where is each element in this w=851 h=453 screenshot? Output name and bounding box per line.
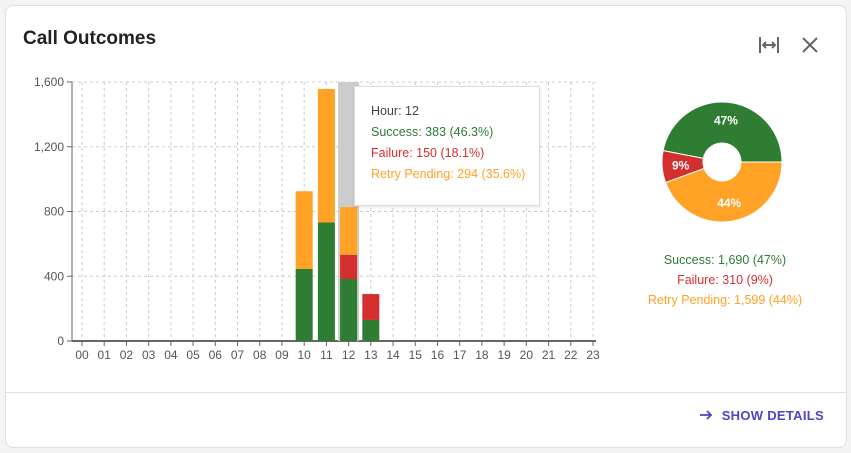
bar-failure-12 xyxy=(340,254,358,280)
tooltip-failure: Failure: 150 (18.1%) xyxy=(371,146,485,160)
pie-label: 44% xyxy=(717,196,741,210)
tooltip-success: Success: 383 (46.3%) xyxy=(371,125,494,139)
bar-retry-pending-11 xyxy=(317,88,335,223)
chart-tooltip: Hour: 12 Success: 383 (46.3%) Failure: 1… xyxy=(354,86,540,206)
legend-failure: Failure: 310 (9%) xyxy=(677,273,773,287)
bar-retry-pending-12 xyxy=(340,207,358,255)
pie-label: 9% xyxy=(672,158,690,172)
x-tick-label: 07 xyxy=(231,348,245,362)
x-tick-label: 11 xyxy=(320,348,333,362)
x-tick-label: 08 xyxy=(253,348,267,362)
y-tick-label: 0 xyxy=(57,334,64,348)
show-details-label: SHOW DETAILS xyxy=(721,407,824,423)
x-tick-label: 13 xyxy=(364,348,378,362)
x-tick-label: 06 xyxy=(209,348,223,362)
tooltip-hour: Hour: 12 xyxy=(371,104,419,118)
x-tick-label: 14 xyxy=(386,348,400,362)
pie-label: 47% xyxy=(714,114,738,128)
y-tick-label: 800 xyxy=(44,205,64,219)
x-tick-label: 00 xyxy=(75,348,89,362)
x-tick-label: 04 xyxy=(164,348,178,362)
show-details-button[interactable]: SHOW DETAILS xyxy=(698,407,824,423)
y-tick-label: 1,200 xyxy=(34,140,64,154)
x-tick-label: 02 xyxy=(120,348,134,362)
arrow-right-icon xyxy=(699,410,712,420)
bar-success-12 xyxy=(340,279,358,341)
bar-failure-13 xyxy=(362,294,380,320)
divider xyxy=(6,392,846,393)
x-tick-label: 10 xyxy=(297,348,311,362)
x-tick-label: 23 xyxy=(586,348,600,362)
x-tick-label: 01 xyxy=(98,348,112,362)
x-tick-label: 15 xyxy=(409,348,423,362)
x-tick-label: 22 xyxy=(564,348,578,362)
expand-width-icon[interactable] xyxy=(756,32,782,58)
x-tick-label: 19 xyxy=(497,348,511,362)
x-tick-label: 03 xyxy=(142,348,156,362)
legend-success: Success: 1,690 (47%) xyxy=(663,253,787,267)
y-tick-label: 1,600 xyxy=(34,75,64,89)
x-tick-label: 12 xyxy=(342,348,356,362)
close-icon[interactable] xyxy=(797,32,823,58)
x-tick-label: 21 xyxy=(542,348,556,362)
tooltip-retry: Retry Pending: 294 (35.6%) xyxy=(371,167,526,181)
bar-success-10 xyxy=(295,268,313,341)
y-tick-label: 400 xyxy=(44,269,64,283)
card-title: Call Outcomes xyxy=(23,28,157,49)
bar-retry-pending-10 xyxy=(295,191,313,269)
x-tick-label: 05 xyxy=(186,348,200,362)
pie-slice-success xyxy=(662,101,783,163)
x-tick-label: 20 xyxy=(520,348,534,362)
bar-success-11 xyxy=(317,222,335,341)
call-outcomes-card: Call Outcomes SHOW DETAILS xyxy=(5,5,847,448)
legend-retry: Retry Pending: 1,599 (44%) xyxy=(647,293,803,307)
x-tick-label: 09 xyxy=(275,348,289,362)
bar-success-13 xyxy=(362,319,380,341)
pie-legend: Success: 1,690 (47%) Failure: 310 (9%) R… xyxy=(620,250,830,310)
x-tick-label: 16 xyxy=(431,348,445,362)
x-tick-label: 18 xyxy=(475,348,489,362)
pie-slice-retry-pending xyxy=(664,161,783,223)
x-tick-label: 17 xyxy=(453,348,467,362)
